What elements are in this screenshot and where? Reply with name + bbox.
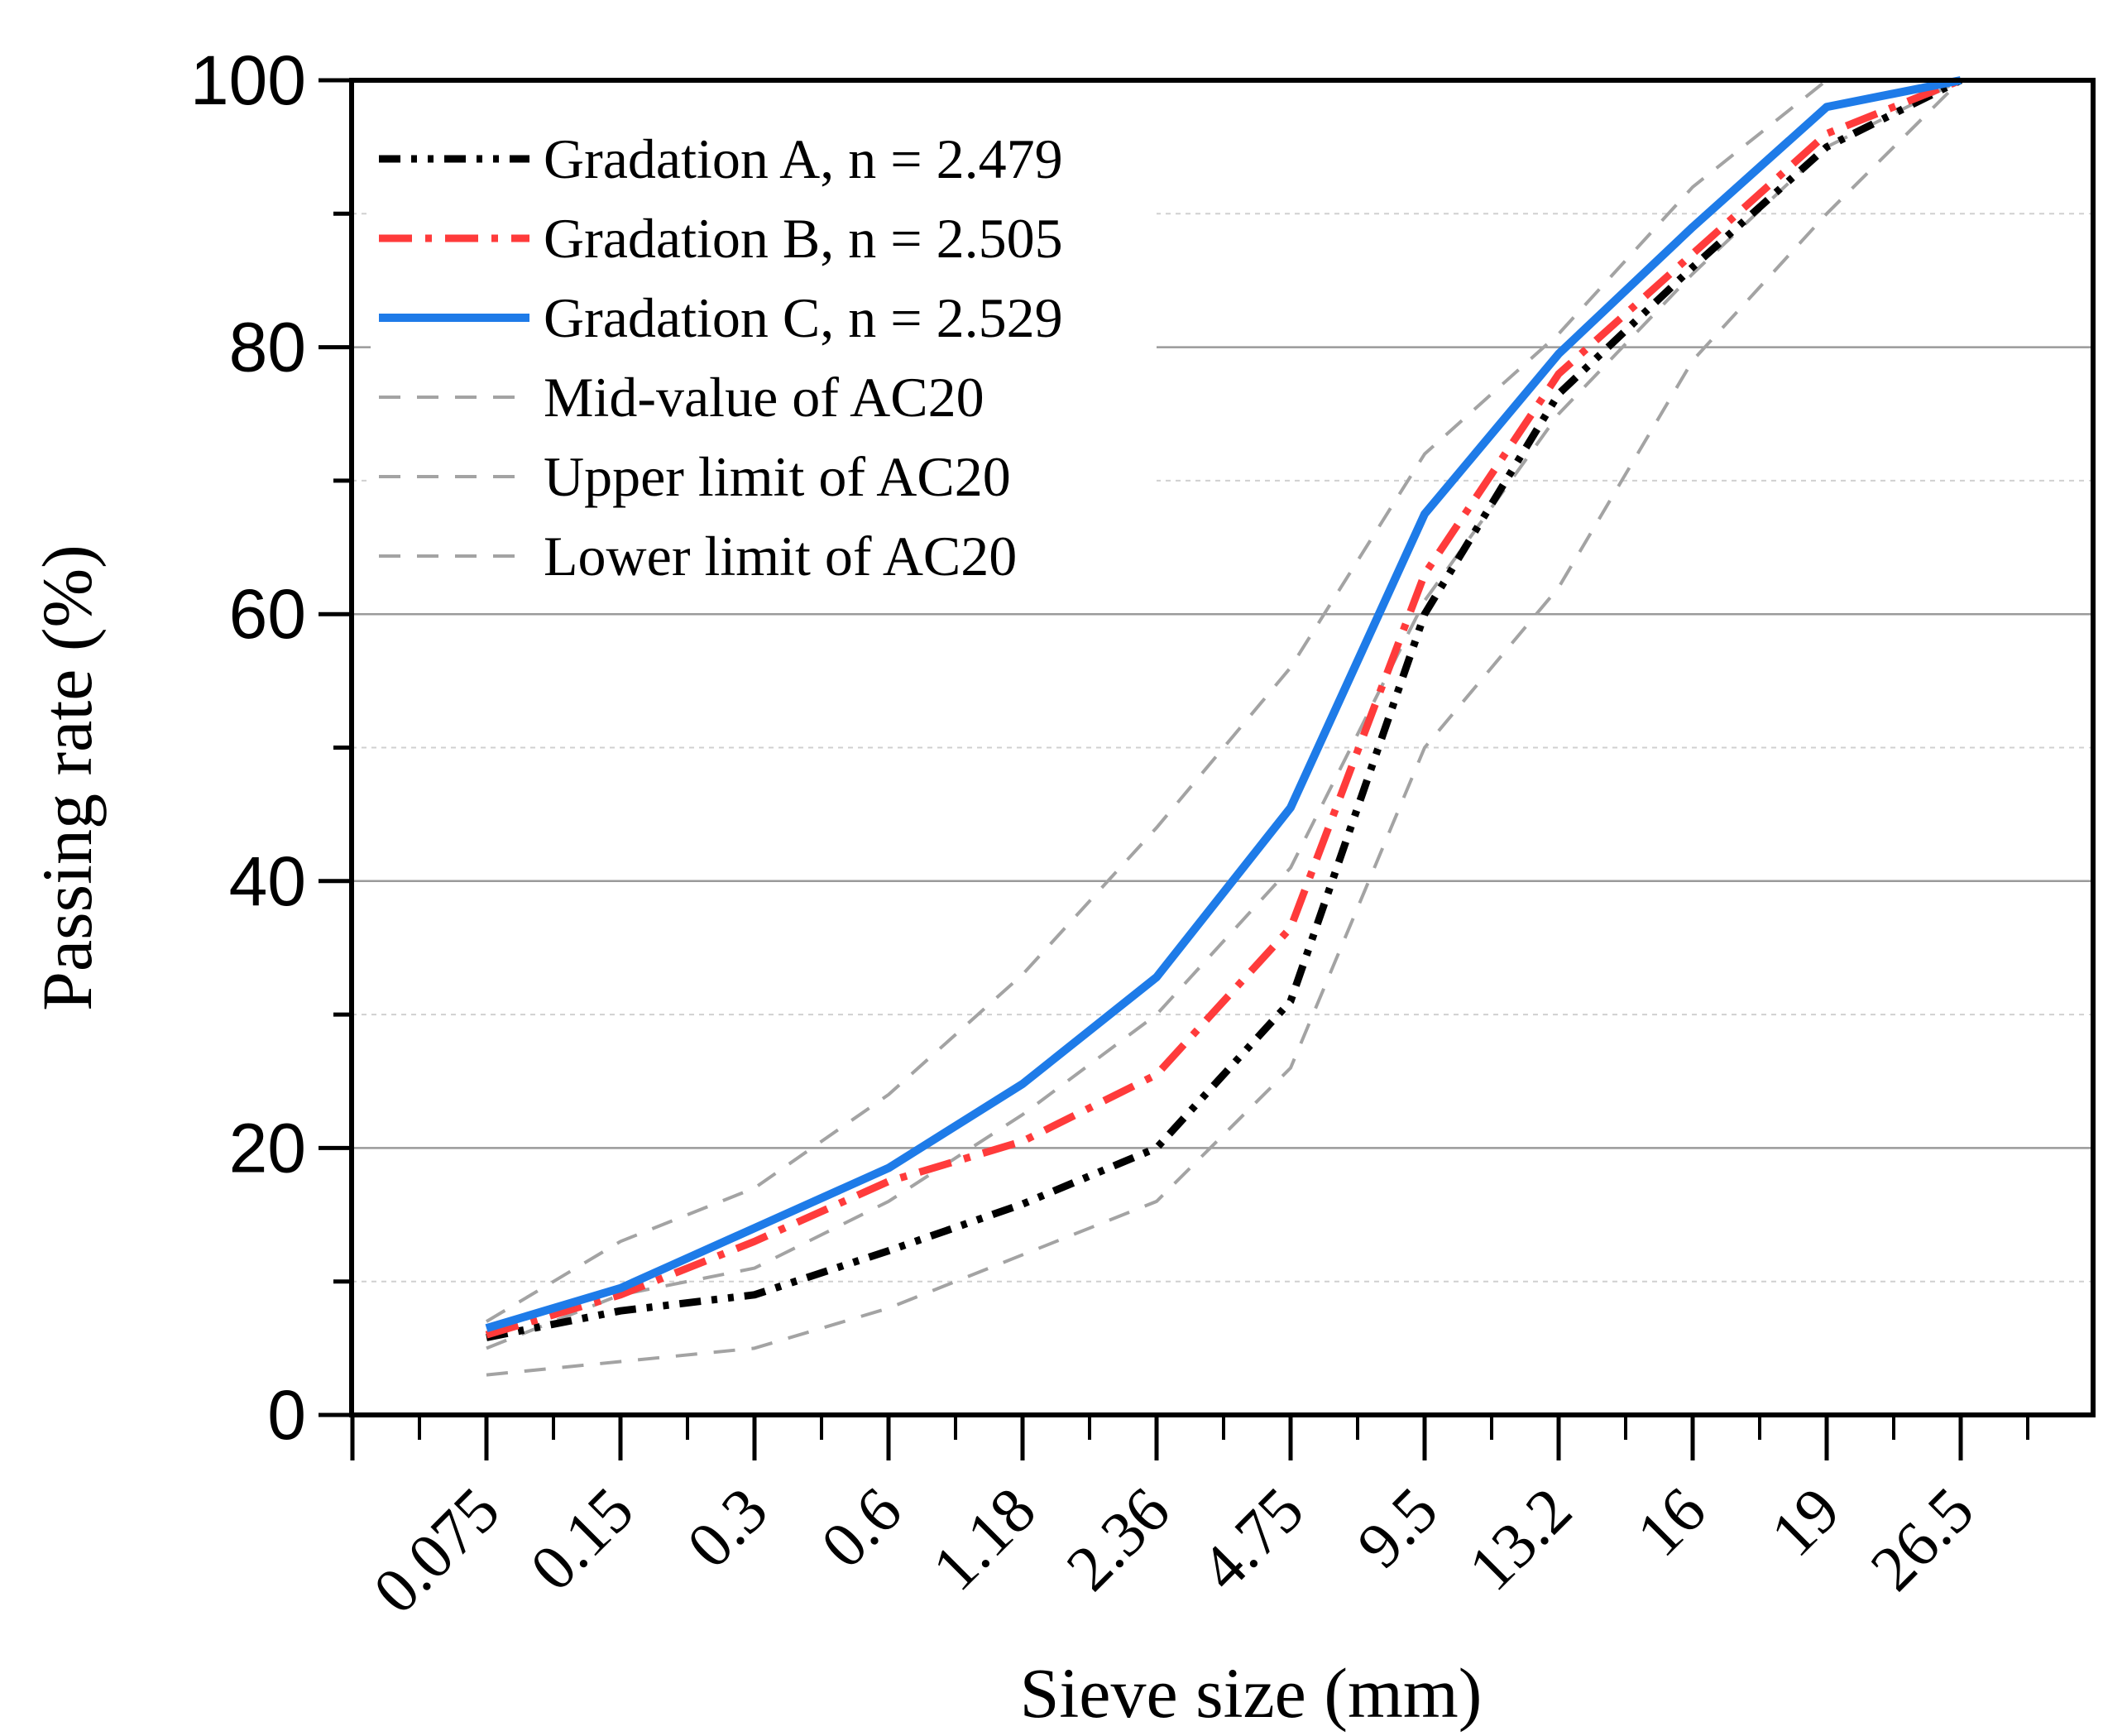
x-tick-label: 19	[1756, 1474, 1853, 1571]
y-tick-label: 0	[267, 1376, 306, 1454]
series-line-6	[486, 79, 1962, 1377]
y-tick-label: 20	[229, 1109, 306, 1187]
legend-label: Gradation B, n = 2.505	[544, 207, 1063, 270]
legend-label: Gradation A, n = 2.479	[544, 127, 1063, 190]
y-tick-label: 40	[229, 842, 306, 920]
legend-label: Gradation C, n = 2.529	[544, 286, 1063, 349]
x-tick-label: 0.15	[516, 1474, 647, 1604]
legend-label: Mid-value of AC20	[544, 366, 984, 429]
x-axis-title: Sieve size (mm)	[1020, 1653, 1483, 1733]
x-tick-label: 0.6	[807, 1474, 915, 1581]
x-tick-label: 9.5	[1344, 1474, 1451, 1581]
y-tick-label: 100	[190, 41, 306, 119]
y-tick-label: 80	[229, 309, 306, 386]
series-line-2	[485, 76, 1962, 1339]
x-tick-label: 13.2	[1454, 1474, 1585, 1604]
legend: Gradation A, n = 2.479 Gradation B, n = 2…	[371, 113, 1157, 607]
y-tick-label: 60	[229, 575, 306, 653]
x-tick-label: 0.075	[359, 1474, 513, 1628]
series-layer	[485, 76, 1963, 1377]
series-line-1	[486, 76, 1963, 1341]
x-tick-label: 26.5	[1856, 1474, 1987, 1604]
series-line-3	[485, 76, 1962, 1332]
x-tick-label: 16	[1622, 1474, 1719, 1571]
legend-label: Upper limit of AC20	[544, 445, 1011, 508]
x-tick-label: 0.3	[673, 1474, 781, 1581]
y-axis-title: Passing rate (%)	[27, 544, 107, 1011]
series-line-5	[485, 79, 1961, 1323]
legend-label: Lower limit of AC20	[544, 525, 1017, 587]
x-tick-label: 4.75	[1186, 1474, 1317, 1604]
x-tick-label: 2.36	[1052, 1474, 1183, 1604]
x-tick-label: 1.18	[918, 1474, 1049, 1604]
series-line-4	[486, 79, 1962, 1350]
legend-box	[371, 113, 1157, 607]
